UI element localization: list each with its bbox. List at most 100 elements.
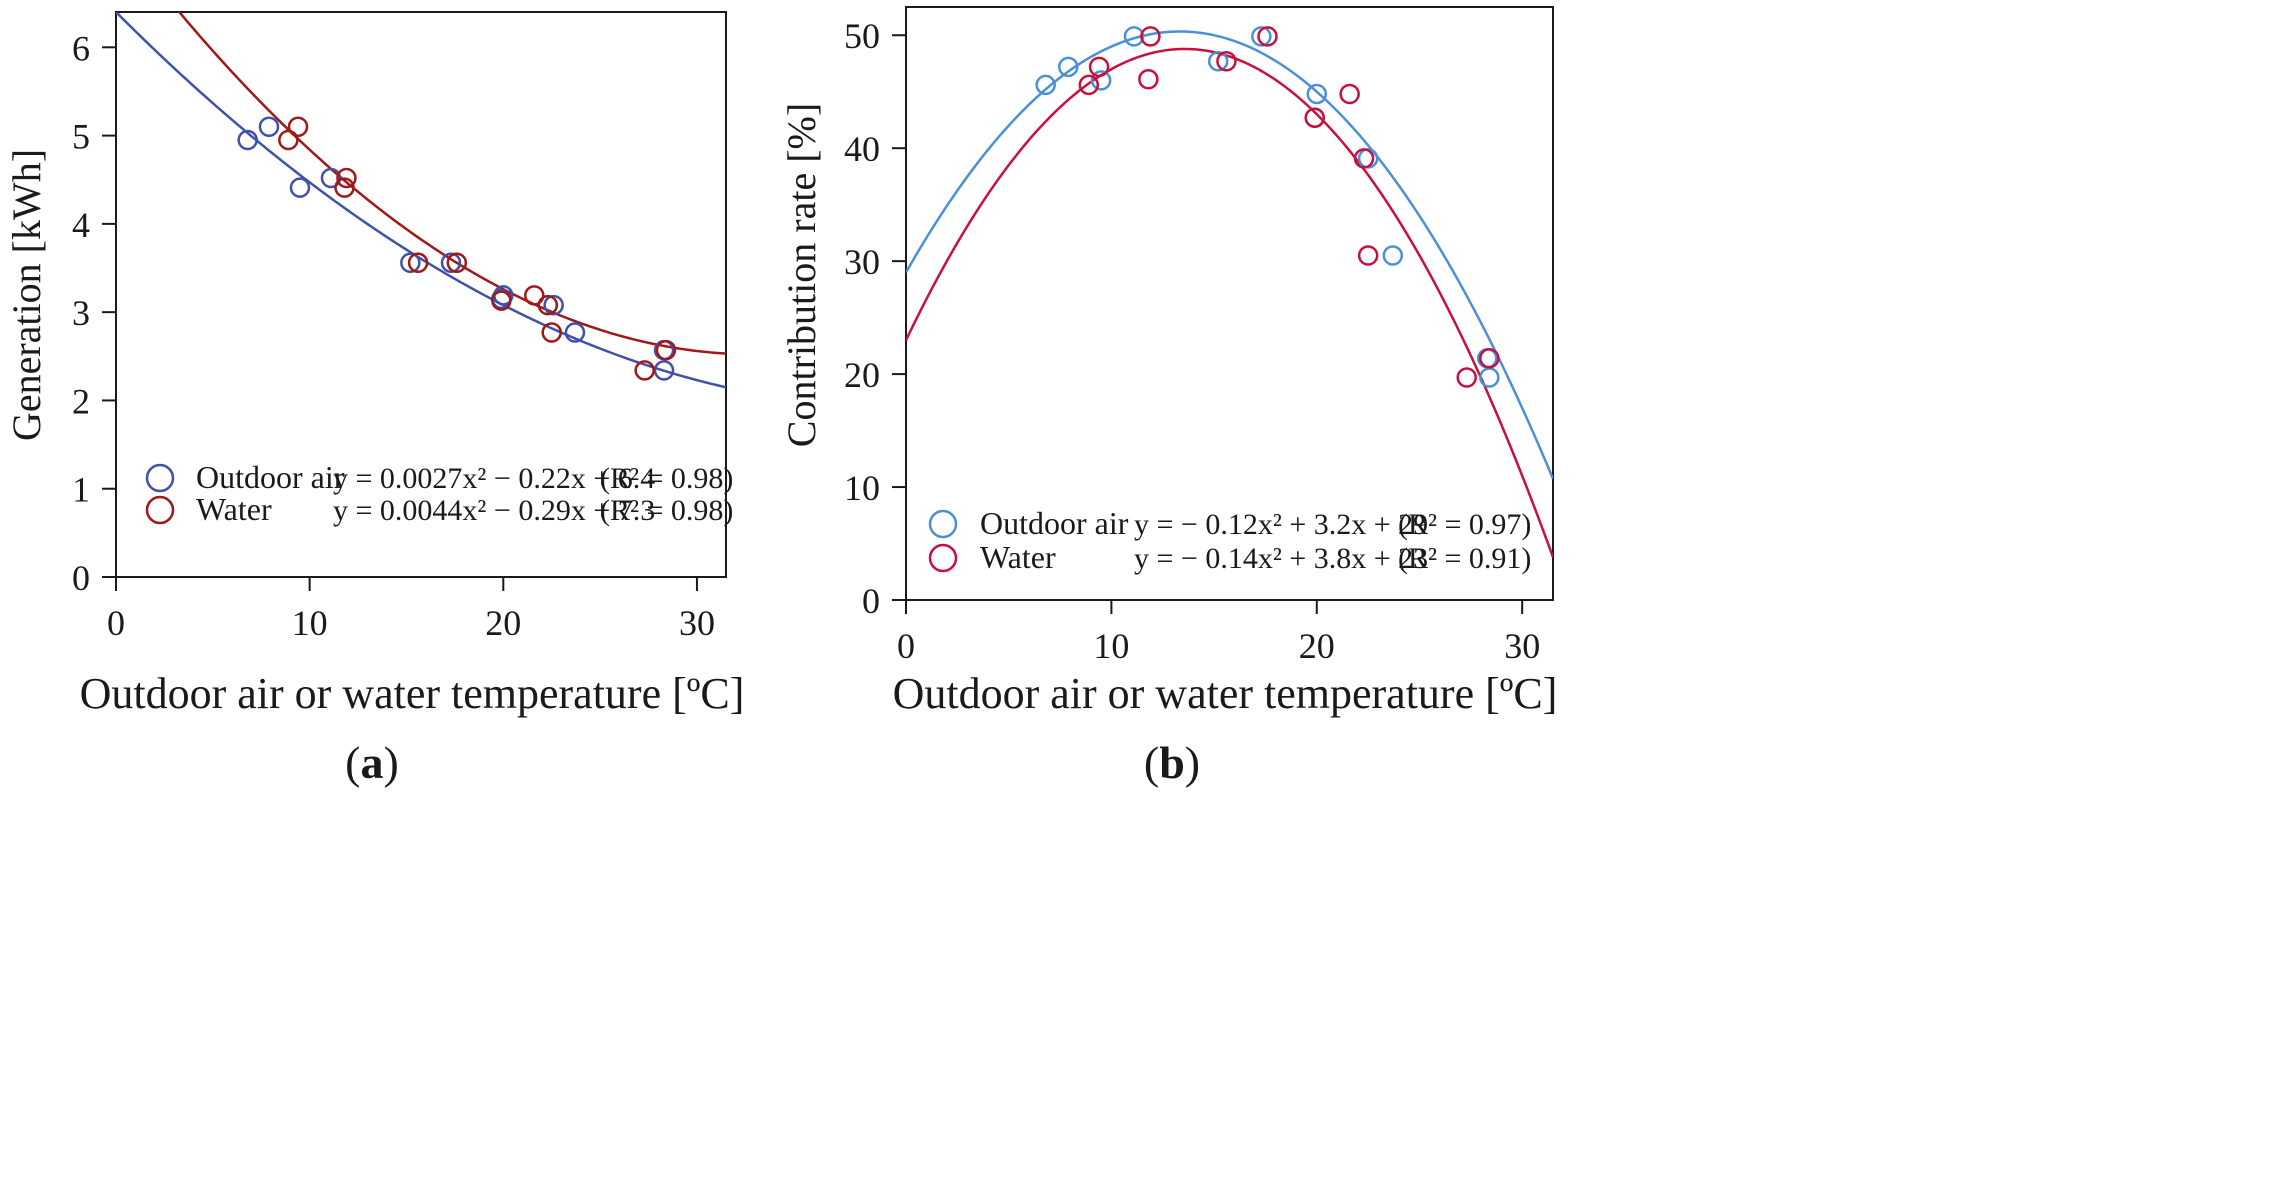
- data-point-water: [1257, 26, 1278, 47]
- y-axis-title: Contribution rate [%]: [779, 103, 824, 447]
- legend-equation: y = − 0.12x² + 3.2x + 29: [1134, 508, 1428, 541]
- x-tick-label: 10: [1093, 626, 1129, 666]
- data-point-outdoor-air: [320, 167, 342, 189]
- legend-marker: [928, 509, 958, 539]
- x-tick-label: 20: [1299, 626, 1335, 666]
- data-point-water: [1138, 69, 1159, 90]
- y-tick-label: 4: [72, 205, 90, 245]
- legend-equation: y = − 0.14x² + 3.8x + 23: [1134, 542, 1428, 575]
- data-point-water: [1456, 367, 1477, 388]
- data-point-outdoor-air: [1382, 245, 1404, 266]
- plot-frame: [115, 11, 727, 578]
- panel-label: (a): [345, 737, 399, 788]
- legend-equation: y = 0.0027x² − 0.22x + 6.4: [333, 462, 655, 495]
- data-point-outdoor-air: [258, 116, 280, 138]
- data-point-outdoor-air: [1207, 50, 1229, 72]
- data-point-outdoor-air: [440, 252, 462, 273]
- data-point-water: [1304, 107, 1325, 128]
- data-point-water: [446, 252, 468, 273]
- legend-r2: (R² = 0.97): [1398, 508, 1531, 541]
- x-tick-label: 30: [1504, 626, 1540, 666]
- y-tick-label: 3: [72, 293, 90, 333]
- x-tick-label: 20: [485, 603, 521, 643]
- data-point-outdoor-air: [1306, 83, 1328, 105]
- legend-name: Outdoor air: [980, 505, 1129, 541]
- data-point-water: [1357, 245, 1379, 266]
- data-point-water: [1216, 50, 1237, 72]
- data-point-water: [537, 294, 559, 316]
- data-point-outdoor-air: [400, 252, 421, 273]
- y-tick-label: 0: [72, 558, 90, 598]
- x-axis-title: Outdoor air or water temperature [ºC]: [80, 669, 745, 718]
- legend-marker: [928, 543, 958, 573]
- legend-r2: (R² = 0.91): [1398, 542, 1531, 575]
- data-point-water: [334, 177, 355, 198]
- data-point-outdoor-air: [543, 294, 564, 316]
- data-point-water: [541, 322, 562, 343]
- data-point-water: [1088, 56, 1110, 78]
- legend-marker: [145, 495, 175, 525]
- y-tick-label: 5: [72, 117, 90, 157]
- data-point-water: [1479, 348, 1500, 369]
- legend-r2: (R² = 0.98): [600, 494, 733, 527]
- legend-name: Water: [196, 491, 272, 527]
- data-point-water: [336, 167, 357, 189]
- data-point-water: [407, 252, 429, 273]
- panel-label: (b): [1144, 737, 1200, 788]
- data-point-water: [655, 339, 677, 361]
- data-point-water: [1140, 26, 1161, 47]
- data-point-outdoor-air: [1090, 70, 1112, 91]
- data-point-outdoor-air: [1357, 148, 1379, 169]
- y-tick-label: 6: [72, 28, 90, 68]
- data-point-water: [1078, 74, 1100, 96]
- panel-b: 0 10 20 30 0 10 20 30 40 50 Contribution rate [%] O…: [779, 6, 1558, 788]
- data-point-outdoor-air: [1035, 74, 1056, 96]
- fit-curve-outdoor-air: [116, 12, 726, 389]
- x-axis-title: Outdoor air or water temperature [ºC]: [893, 669, 1558, 718]
- y-tick-label: 40: [844, 129, 880, 169]
- data-point-outdoor-air: [1251, 26, 1272, 47]
- legend-equation: y = 0.0044x² − 0.29x + 7.3: [333, 494, 655, 527]
- data-point-water: [1339, 83, 1360, 105]
- legend-name: Outdoor air: [196, 459, 345, 495]
- panel-a: 0 10 20 30 0 1 2 3 4 5 6 Generation [kWh] Outdoor ai…: [4, 11, 745, 788]
- data-point-water: [491, 290, 512, 311]
- data-point-outdoor-air: [1479, 367, 1500, 388]
- panel-label-letter: a: [361, 737, 384, 788]
- fit-curve-outdoor-air: [906, 30, 1553, 480]
- y-tick-label: 50: [844, 16, 880, 56]
- panel-label-close: ): [384, 737, 399, 788]
- panel-label-open: (: [1144, 737, 1159, 788]
- data-point-water: [1353, 148, 1375, 169]
- data-point-water: [278, 129, 299, 151]
- fit-curve-water: [177, 12, 726, 355]
- y-tick-label: 1: [72, 470, 90, 510]
- x-tick-label: 0: [107, 603, 125, 643]
- y-tick-label: 10: [844, 468, 880, 508]
- y-tick-label: 2: [72, 381, 90, 421]
- y-tick-label: 30: [844, 242, 880, 282]
- data-point-outdoor-air: [237, 129, 258, 151]
- data-point-outdoor-air: [289, 177, 311, 198]
- plot-frame: [905, 6, 1554, 601]
- data-point-outdoor-air: [564, 322, 586, 343]
- data-point-outdoor-air: [1058, 56, 1079, 78]
- data-point-outdoor-air: [653, 360, 675, 381]
- y-tick-label: 20: [844, 355, 880, 395]
- legend-name: Water: [980, 539, 1056, 575]
- panel-label-close: ): [1185, 737, 1200, 788]
- data-point-water: [287, 116, 309, 138]
- x-tick-label: 0: [897, 626, 915, 666]
- data-point-outdoor-air: [1123, 26, 1145, 47]
- data-point-water: [524, 285, 545, 306]
- panel-label-open: (: [345, 737, 360, 788]
- fit-curve-water: [906, 47, 1553, 558]
- panel-label-letter: b: [1159, 737, 1185, 788]
- y-axis-title: Generation [kWh]: [4, 149, 49, 441]
- x-tick-label: 30: [679, 603, 715, 643]
- y-tick-label: 0: [862, 581, 880, 621]
- data-point-water: [634, 360, 655, 381]
- legend-r2: (R² = 0.98): [600, 462, 733, 495]
- legend-marker: [145, 463, 175, 493]
